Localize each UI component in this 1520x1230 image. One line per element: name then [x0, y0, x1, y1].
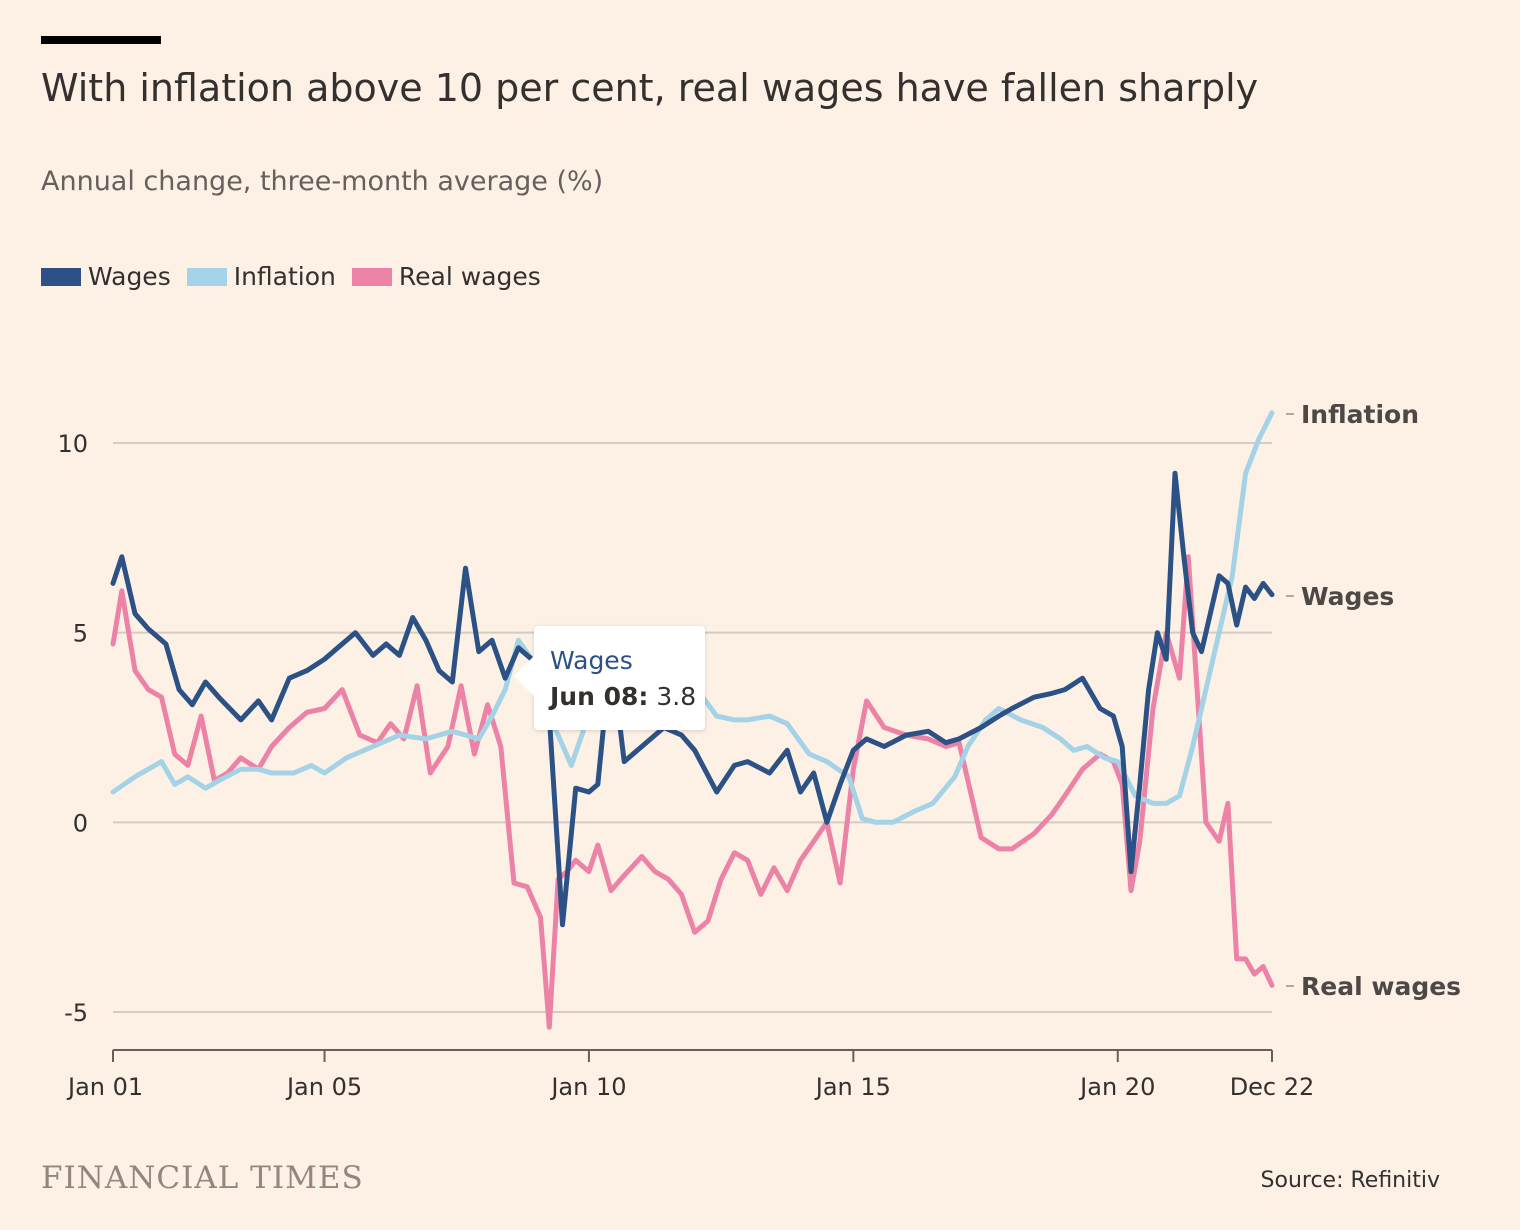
y-tick-label: 0 — [73, 809, 88, 837]
x-tick-label: Dec 22 — [1230, 1073, 1315, 1101]
tooltip-series: Wages — [550, 646, 633, 675]
legend-swatch-real-wages — [351, 267, 392, 286]
ft-logo: FINANCIAL TIMES — [41, 1160, 364, 1196]
legend-label-inflation: Inflation — [233, 262, 336, 291]
end-label-inflation: Inflation — [1301, 400, 1419, 429]
legend-label-wages: Wages — [88, 262, 171, 291]
header-accent-bar — [41, 36, 161, 44]
x-tick-label: Jan 05 — [285, 1073, 362, 1101]
legend-item-wages[interactable]: Wages — [41, 262, 171, 291]
chart-subtitle: Annual change, three-month average (%) — [41, 166, 604, 197]
tooltip: Wages Jun 08: 3.8 — [514, 626, 705, 730]
legend-item-inflation[interactable]: Inflation — [186, 262, 336, 291]
x-tick-label: Jan 15 — [814, 1073, 891, 1101]
x-tick-label: Jan 20 — [1078, 1073, 1155, 1101]
y-tick-label: -5 — [64, 999, 88, 1027]
x-tick-label: Jan 01 — [66, 1073, 143, 1101]
legend: Wages Inflation Real wages — [41, 262, 557, 291]
y-tick-label: 5 — [73, 620, 88, 648]
tooltip-date: Jun 08: — [550, 682, 649, 711]
x-tick-label: Jan 10 — [549, 1073, 626, 1101]
series-line-wages[interactable] — [110, 470, 1275, 928]
source-note: Source: Refinitiv — [1260, 1168, 1440, 1193]
legend-label-real-wages: Real wages — [398, 262, 541, 291]
legend-item-real-wages[interactable]: Real wages — [351, 262, 541, 291]
legend-swatch-wages — [41, 267, 81, 286]
end-label-real-wages: Real wages — [1301, 972, 1461, 1001]
chart-title: With inflation above 10 per cent, real w… — [41, 66, 1259, 110]
tooltip-value: 3.8 — [656, 682, 697, 711]
tooltip-value-row: Jun 08: 3.8 — [550, 682, 696, 711]
end-label-wages: Wages — [1301, 582, 1394, 611]
legend-swatch-inflation — [186, 267, 227, 286]
series-line-inflation[interactable] — [110, 410, 1275, 825]
y-tick-label: 10 — [57, 430, 88, 458]
